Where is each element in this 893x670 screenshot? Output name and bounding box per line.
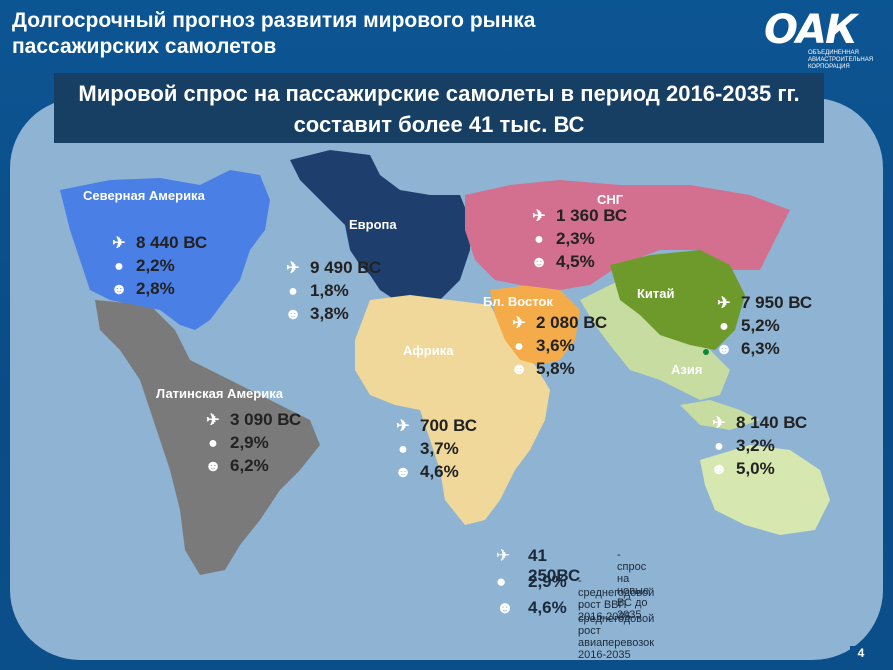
summary-banner: Мировой спрос на пассажирские самолеты в… [54, 73, 824, 143]
asia-gdp: 3,2% [736, 436, 775, 455]
people-icon: ☻ [510, 361, 528, 378]
logo: ОАК ОБЪЕДИНЕННАЯ АВИАСТРОИТЕЛЬНАЯ КОРПОР… [764, 10, 882, 72]
coin-icon: ● [496, 572, 507, 591]
legend-traffic-desc: - среднегодовой рост авиаперевозок 2016-… [578, 601, 655, 661]
coin-icon: ● [719, 318, 729, 335]
page-title: Долгосрочный прогноз развития мирового р… [12, 8, 652, 60]
region-label-north-america: Северная Америка [83, 188, 205, 203]
latin-america-gdp: 2,9% [230, 433, 269, 452]
legend-total-value: 41 250ВС [528, 546, 581, 585]
africa-aircraft: 700 ВС [420, 416, 477, 435]
plane-icon: ✈ [496, 546, 511, 565]
region-label-middle-east: Бл. Восток [483, 294, 553, 309]
coin-icon: ● [514, 338, 524, 355]
logo-mark: ОАК [764, 7, 858, 53]
latin-america-stats: ✈ 3 090 ВС ● 2,9% ☻ 6,2% [202, 409, 302, 478]
north-america-shape [60, 170, 270, 330]
africa-shape [355, 295, 550, 525]
region-label-china: Китай [637, 286, 675, 301]
region-label-cis: СНГ [597, 192, 624, 207]
title-line-2: пассажирских самолетов [12, 35, 277, 58]
region-label-europe: Европа [349, 217, 397, 232]
logo-subtitle: ОБЪЕДИНЕННАЯ АВИАСТРОИТЕЛЬНАЯ КОРПОРАЦИЯ [808, 50, 874, 70]
people-icon: ☻ [110, 281, 128, 298]
north-america-aircraft: 8 440 ВС [136, 233, 208, 252]
north-america-stats: ✈ 8 440 ВС ● 2,2% ☻ 2,8% [108, 232, 208, 301]
china-shape [610, 250, 745, 350]
plane-icon: ✈ [717, 295, 731, 312]
coin-icon: ● [288, 283, 298, 300]
cis-stats: ✈ 1 360 ВС ● 2,3% ☻ 4,5% [528, 205, 628, 274]
plane-icon: ✈ [396, 418, 410, 435]
cis-aircraft: 1 360 ВС [556, 206, 628, 225]
middle-east-aircraft: 2 080 ВС [536, 313, 608, 332]
latin-america-aircraft: 3 090 ВС [230, 410, 302, 429]
north-america-traffic: 2,8% [136, 279, 175, 298]
middle-east-shape [490, 285, 580, 365]
latin-america-shape [95, 300, 320, 575]
coin-icon: ● [534, 231, 544, 248]
people-icon: ☻ [394, 464, 412, 481]
banner-line-1: Мировой спрос на пассажирские самолеты в… [78, 81, 800, 106]
asia-traffic: 5,0% [736, 459, 775, 478]
plane-icon: ✈ [712, 415, 726, 432]
coin-icon: ● [398, 441, 408, 458]
plane-icon: ✈ [112, 235, 126, 252]
europe-shape [290, 150, 470, 305]
africa-traffic: 4,6% [420, 462, 459, 481]
islands-shape [680, 400, 760, 430]
legend-total-desc: - спрос на новые ВС до 2035 [617, 549, 650, 621]
page-number: 4 [850, 646, 872, 664]
asia-aircraft: 8 140 ВС [736, 413, 808, 432]
europe-stats: ✈ 9 490 ВС ● 1,8% ☻ 3,8% [282, 257, 382, 326]
people-icon: ☻ [530, 254, 548, 271]
coin-icon: ● [208, 435, 218, 452]
legend-gdp-value: 2,9% [528, 572, 567, 591]
china-traffic: 6,3% [741, 339, 780, 358]
plane-icon: ✈ [286, 260, 300, 277]
people-icon: ☻ [284, 306, 302, 323]
coin-icon: ● [114, 258, 124, 275]
middle-east-traffic: 5,8% [536, 359, 575, 378]
region-label-africa: Африка [403, 343, 454, 358]
banner-line-2: составит более 41 тыс. ВС [293, 112, 585, 137]
europe-gdp: 1,8% [310, 281, 349, 300]
china-stats: ✈ 7 950 ВС ● 5,2% ☻ 6,3% [713, 292, 813, 361]
asia-stats: ✈ 8 140 ВС ● 3,2% ☻ 5,0% [708, 412, 808, 481]
latin-america-traffic: 6,2% [230, 456, 269, 475]
china-marker [703, 349, 709, 355]
plane-icon: ✈ [206, 412, 220, 429]
africa-stats: ✈ 700 ВС ● 3,7% ☻ 4,6% [392, 415, 477, 484]
asia-shape [580, 280, 730, 400]
china-gdp: 5,2% [741, 316, 780, 335]
plane-icon: ✈ [532, 208, 546, 225]
legend-gdp-desc: - среднегодовой рост ВВП 2016-2035 [578, 575, 655, 623]
people-icon: ☻ [496, 598, 514, 617]
australia-shape [700, 445, 830, 535]
middle-east-gdp: 3,6% [536, 336, 575, 355]
coin-icon: ● [714, 438, 724, 455]
china-aircraft: 7 950 ВС [741, 293, 813, 312]
region-label-asia: Азия [671, 362, 703, 377]
middle-east-stats: ✈ 2 080 ВС ● 3,6% ☻ 5,8% [508, 312, 608, 381]
europe-aircraft: 9 490 ВС [310, 258, 382, 277]
people-icon: ☻ [710, 461, 728, 478]
africa-gdp: 3,7% [420, 439, 459, 458]
legend-traffic-value: 4,6% [528, 598, 567, 617]
title-line-1: Долгосрочный прогноз развития мирового р… [12, 9, 536, 32]
europe-traffic: 3,8% [310, 304, 349, 323]
plane-icon: ✈ [512, 315, 526, 332]
region-label-latin-america: Латинская Америка [156, 386, 283, 401]
north-america-gdp: 2,2% [136, 256, 175, 275]
cis-traffic: 4,5% [556, 252, 595, 271]
cis-shape [465, 180, 790, 290]
cis-gdp: 2,3% [556, 229, 595, 248]
people-icon: ☻ [204, 458, 222, 475]
people-icon: ☻ [715, 341, 733, 358]
